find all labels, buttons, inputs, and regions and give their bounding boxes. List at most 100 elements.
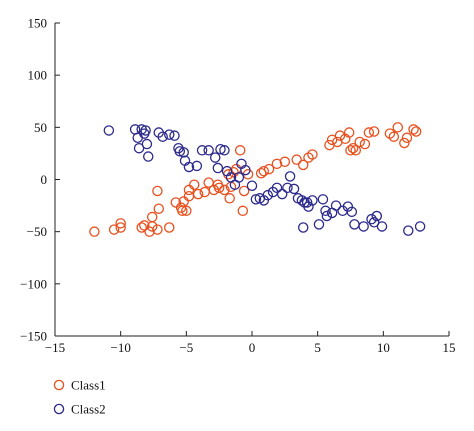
data-point (368, 126, 380, 137)
data-point (363, 127, 375, 138)
data-point (142, 151, 154, 162)
data-point (199, 186, 210, 198)
data-point (366, 213, 377, 225)
series-class1 (89, 122, 422, 237)
data-point (174, 146, 186, 157)
data-point (392, 122, 404, 133)
data-point (326, 134, 338, 146)
data-point (219, 145, 230, 156)
data-point (192, 188, 204, 200)
data-point (291, 154, 302, 165)
data-point (320, 205, 331, 217)
data-point (170, 197, 182, 208)
data-point (209, 152, 221, 163)
data-point (246, 180, 258, 192)
data-point (368, 217, 380, 228)
data-point (144, 226, 155, 237)
data-point (103, 125, 115, 136)
data-point (317, 194, 329, 205)
data-point (181, 205, 192, 217)
data-point (164, 222, 175, 233)
x-tick-label: 15 (443, 340, 456, 355)
data-point (255, 167, 267, 179)
data-point (228, 166, 239, 178)
y-tick-label: 150 (28, 16, 48, 31)
data-point (258, 165, 270, 177)
legend-marker-class2 (53, 403, 65, 415)
data-point (359, 138, 371, 150)
data-point (140, 125, 151, 136)
data-point (321, 210, 333, 222)
data-points (89, 122, 426, 237)
data-point (139, 220, 150, 231)
data-point (354, 136, 365, 148)
data-point (358, 221, 369, 232)
data-point (237, 205, 249, 217)
data-point (414, 221, 426, 232)
data-point (403, 225, 414, 236)
data-point (410, 126, 422, 137)
data-point (284, 171, 296, 182)
series-class2 (103, 124, 426, 236)
data-point (276, 188, 288, 200)
data-point (152, 224, 163, 235)
x-tick-label: −15 (45, 340, 65, 355)
data-point (345, 145, 356, 156)
x-tick-label: −5 (179, 340, 193, 355)
data-point (203, 145, 214, 156)
data-point (183, 161, 195, 173)
data-point (296, 195, 308, 206)
data-point (282, 182, 293, 194)
data-point (153, 203, 165, 214)
y-tick-label: 100 (28, 68, 48, 83)
data-point (297, 159, 309, 171)
y-tick-label: −100 (20, 276, 47, 291)
data-point (350, 145, 362, 156)
data-point (234, 145, 246, 156)
y-axis-ticks: 150 100 50 0 −50 −100 −150 (20, 16, 60, 344)
data-point (213, 182, 225, 194)
legend-item-class1: Class1 (53, 378, 106, 393)
data-point (288, 183, 300, 195)
data-point (108, 224, 120, 235)
data-point (196, 145, 208, 156)
legend: Class1 Class2 (53, 378, 106, 417)
data-point (152, 185, 163, 197)
data-point (146, 211, 158, 223)
data-point (141, 138, 153, 150)
data-point (250, 194, 262, 205)
data-point (307, 195, 318, 206)
data-point (330, 200, 342, 211)
data-point (233, 172, 245, 183)
legend-label-class1: Class1 (71, 378, 106, 393)
data-point (169, 130, 180, 141)
legend-marker-class1 (53, 379, 65, 391)
data-point (271, 182, 283, 194)
data-point (215, 143, 226, 155)
data-point (183, 184, 195, 196)
data-point (297, 222, 309, 233)
data-point (408, 124, 419, 135)
data-point (178, 147, 189, 158)
data-point (212, 162, 224, 174)
data-point (343, 127, 355, 138)
data-point (178, 196, 189, 207)
x-tick-label: 5 (314, 340, 321, 355)
data-point (307, 149, 318, 160)
y-tick-label: 0 (41, 172, 48, 187)
data-point (346, 206, 358, 218)
data-point (371, 210, 383, 222)
data-point (376, 221, 388, 232)
data-point (347, 142, 359, 154)
data-point (115, 222, 126, 233)
data-point (238, 185, 250, 197)
data-point (313, 219, 325, 230)
data-point (334, 130, 346, 141)
x-tick-label: 10 (377, 340, 390, 355)
data-point (224, 193, 235, 204)
data-point (89, 226, 100, 237)
y-tick-label: −50 (27, 224, 47, 239)
data-point (388, 131, 400, 142)
